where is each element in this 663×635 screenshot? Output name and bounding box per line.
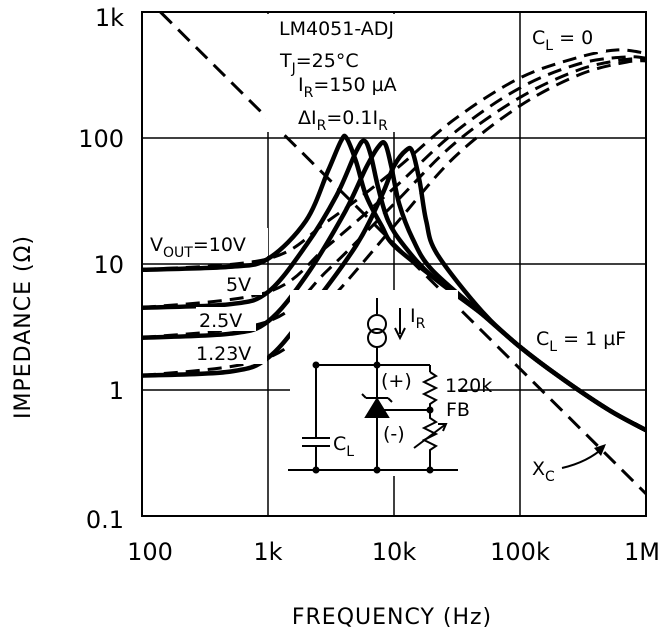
- x-tick-label: 100k: [490, 538, 550, 566]
- cl1-series-line-3: [141, 145, 648, 433]
- resistor-120k: [421, 371, 439, 410]
- series-label-10v: VOUT=10V: [150, 234, 246, 261]
- x-tick-label: 1k: [253, 538, 282, 566]
- schem-ir-label: IR: [410, 305, 426, 332]
- label-2v5-bg: [196, 307, 256, 331]
- schem-plus-label: (+): [381, 370, 412, 392]
- series-labels: VOUT=10V 5V 2.5V 1.23V: [148, 228, 268, 365]
- y-tick-labels: 0.1 1 10 100 1k: [78, 4, 124, 534]
- cl0-series-line-0: [141, 48, 647, 272]
- schem-minus-label: (-): [383, 423, 405, 445]
- ground-node-res: [426, 466, 434, 474]
- series-label-2v5: 2.5V: [199, 310, 242, 332]
- series-label-1v23: 1.23V: [196, 343, 251, 365]
- device-label: LM4051-ADJ: [279, 18, 394, 40]
- xc-label: XC: [532, 458, 555, 485]
- schem-120k-label: 120k: [445, 375, 492, 397]
- xc-line-group: [159, 10, 648, 495]
- x-tick-label: 100: [127, 538, 173, 566]
- series-label-5v: 5V: [226, 274, 251, 296]
- tj-label: TJ=25°C: [279, 50, 359, 77]
- x-tick-labels: 100 1k 10k 100k 1M: [127, 538, 660, 566]
- y-tick-label: 1: [109, 377, 124, 405]
- x-tick-label: 1M: [624, 538, 660, 566]
- ground-node-diode: [373, 466, 381, 474]
- y-tick-label: 0.1: [86, 506, 124, 534]
- cl0-label-bg: [530, 24, 606, 52]
- trim-arrowhead: [438, 423, 448, 432]
- cl0-series-line-1: [141, 55, 647, 310]
- cl1-label-bg: [534, 325, 634, 353]
- current-source-upper-circle: [367, 314, 387, 334]
- x-axis-label: FREQUENCY (Hz): [292, 605, 492, 630]
- ir-arrowhead: [394, 327, 406, 341]
- label-5v-bg: [222, 271, 262, 295]
- conditions-annotation: LM4051-ADJ TJ=25°C IR=150 µA ΔIR=0.1IR: [266, 14, 420, 134]
- schem-cl-label: CL: [333, 433, 354, 460]
- cl1-curves: [141, 133, 648, 433]
- top-node-cap: [312, 361, 320, 369]
- y-axis-label: IMPEDANCE (Ω): [11, 235, 36, 419]
- xc-line: [159, 10, 648, 495]
- y-tick-label: 100: [78, 125, 124, 153]
- ground-node-cap: [312, 466, 320, 474]
- ir-label: IR=150 µA: [298, 74, 397, 101]
- cl0-series-line-2: [141, 57, 647, 340]
- cap-annotations: CL = 0 CL = 1 µF XC: [530, 24, 634, 485]
- conditions-box: [266, 14, 420, 132]
- trim-arrow-shaft: [413, 423, 447, 449]
- delta-ir-label: ΔIR=0.1IR: [298, 107, 388, 134]
- vout-label-bg: [148, 228, 268, 256]
- y-tick-label: 1k: [95, 4, 124, 32]
- schematic-labels: IR (+) 120k FB (-) CL: [333, 305, 492, 460]
- cl0-label: CL = 0: [532, 27, 593, 54]
- xc-arrowhead: [594, 444, 606, 456]
- x-tick-label: 10k: [372, 538, 417, 566]
- diode-cathode-tips: [361, 393, 393, 403]
- cl1-label: CL = 1 µF: [536, 328, 626, 355]
- label-1v23-bg: [193, 340, 267, 364]
- resistor-adjust: [421, 410, 439, 470]
- top-node-diode: [373, 361, 381, 369]
- schem-fb-label: FB: [446, 399, 470, 421]
- circuit-schematic: [288, 290, 458, 476]
- y-tick-label: 10: [93, 251, 124, 279]
